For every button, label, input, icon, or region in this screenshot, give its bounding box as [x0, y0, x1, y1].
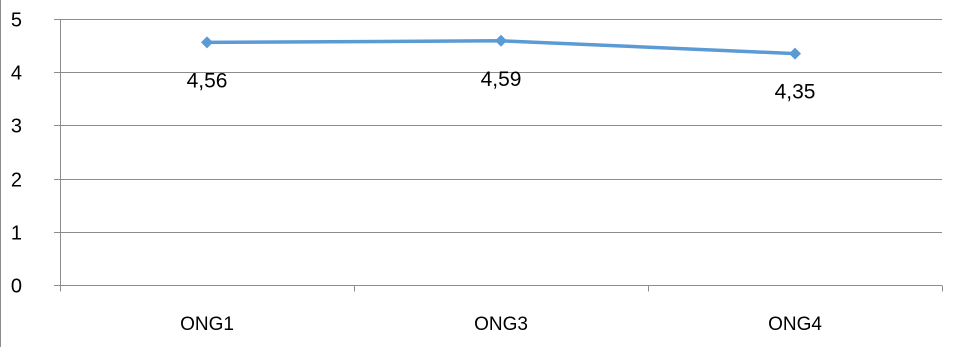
data-label: 4,59: [481, 68, 522, 91]
x-tick-labels: ONG1 ONG3 ONG4: [180, 314, 822, 335]
ytick-label: 5: [11, 10, 22, 32]
y-tick-labels: 0 1 2 3 4 5: [11, 10, 22, 298]
data-point-marker: [495, 34, 507, 47]
xtick-label-ong4: ONG4: [768, 314, 822, 335]
series: [201, 34, 801, 60]
gridlines: [60, 19, 942, 233]
data-point-marker: [201, 36, 213, 49]
data-label: 4,35: [775, 81, 816, 104]
ytick-label: 2: [11, 170, 22, 192]
xtick-label-ong3: ONG3: [474, 314, 528, 335]
data-label: 4,56: [187, 69, 228, 92]
axes: [54, 19, 943, 292]
data-point-marker: [789, 47, 801, 60]
ytick-label: 1: [11, 223, 22, 245]
ytick-label: 0: [11, 276, 22, 298]
xtick-label-ong1: ONG1: [180, 314, 234, 335]
data-labels: 4,56 4,59 4,35: [187, 68, 816, 104]
ytick-label: 4: [11, 63, 22, 85]
ytick-label: 3: [11, 116, 22, 138]
